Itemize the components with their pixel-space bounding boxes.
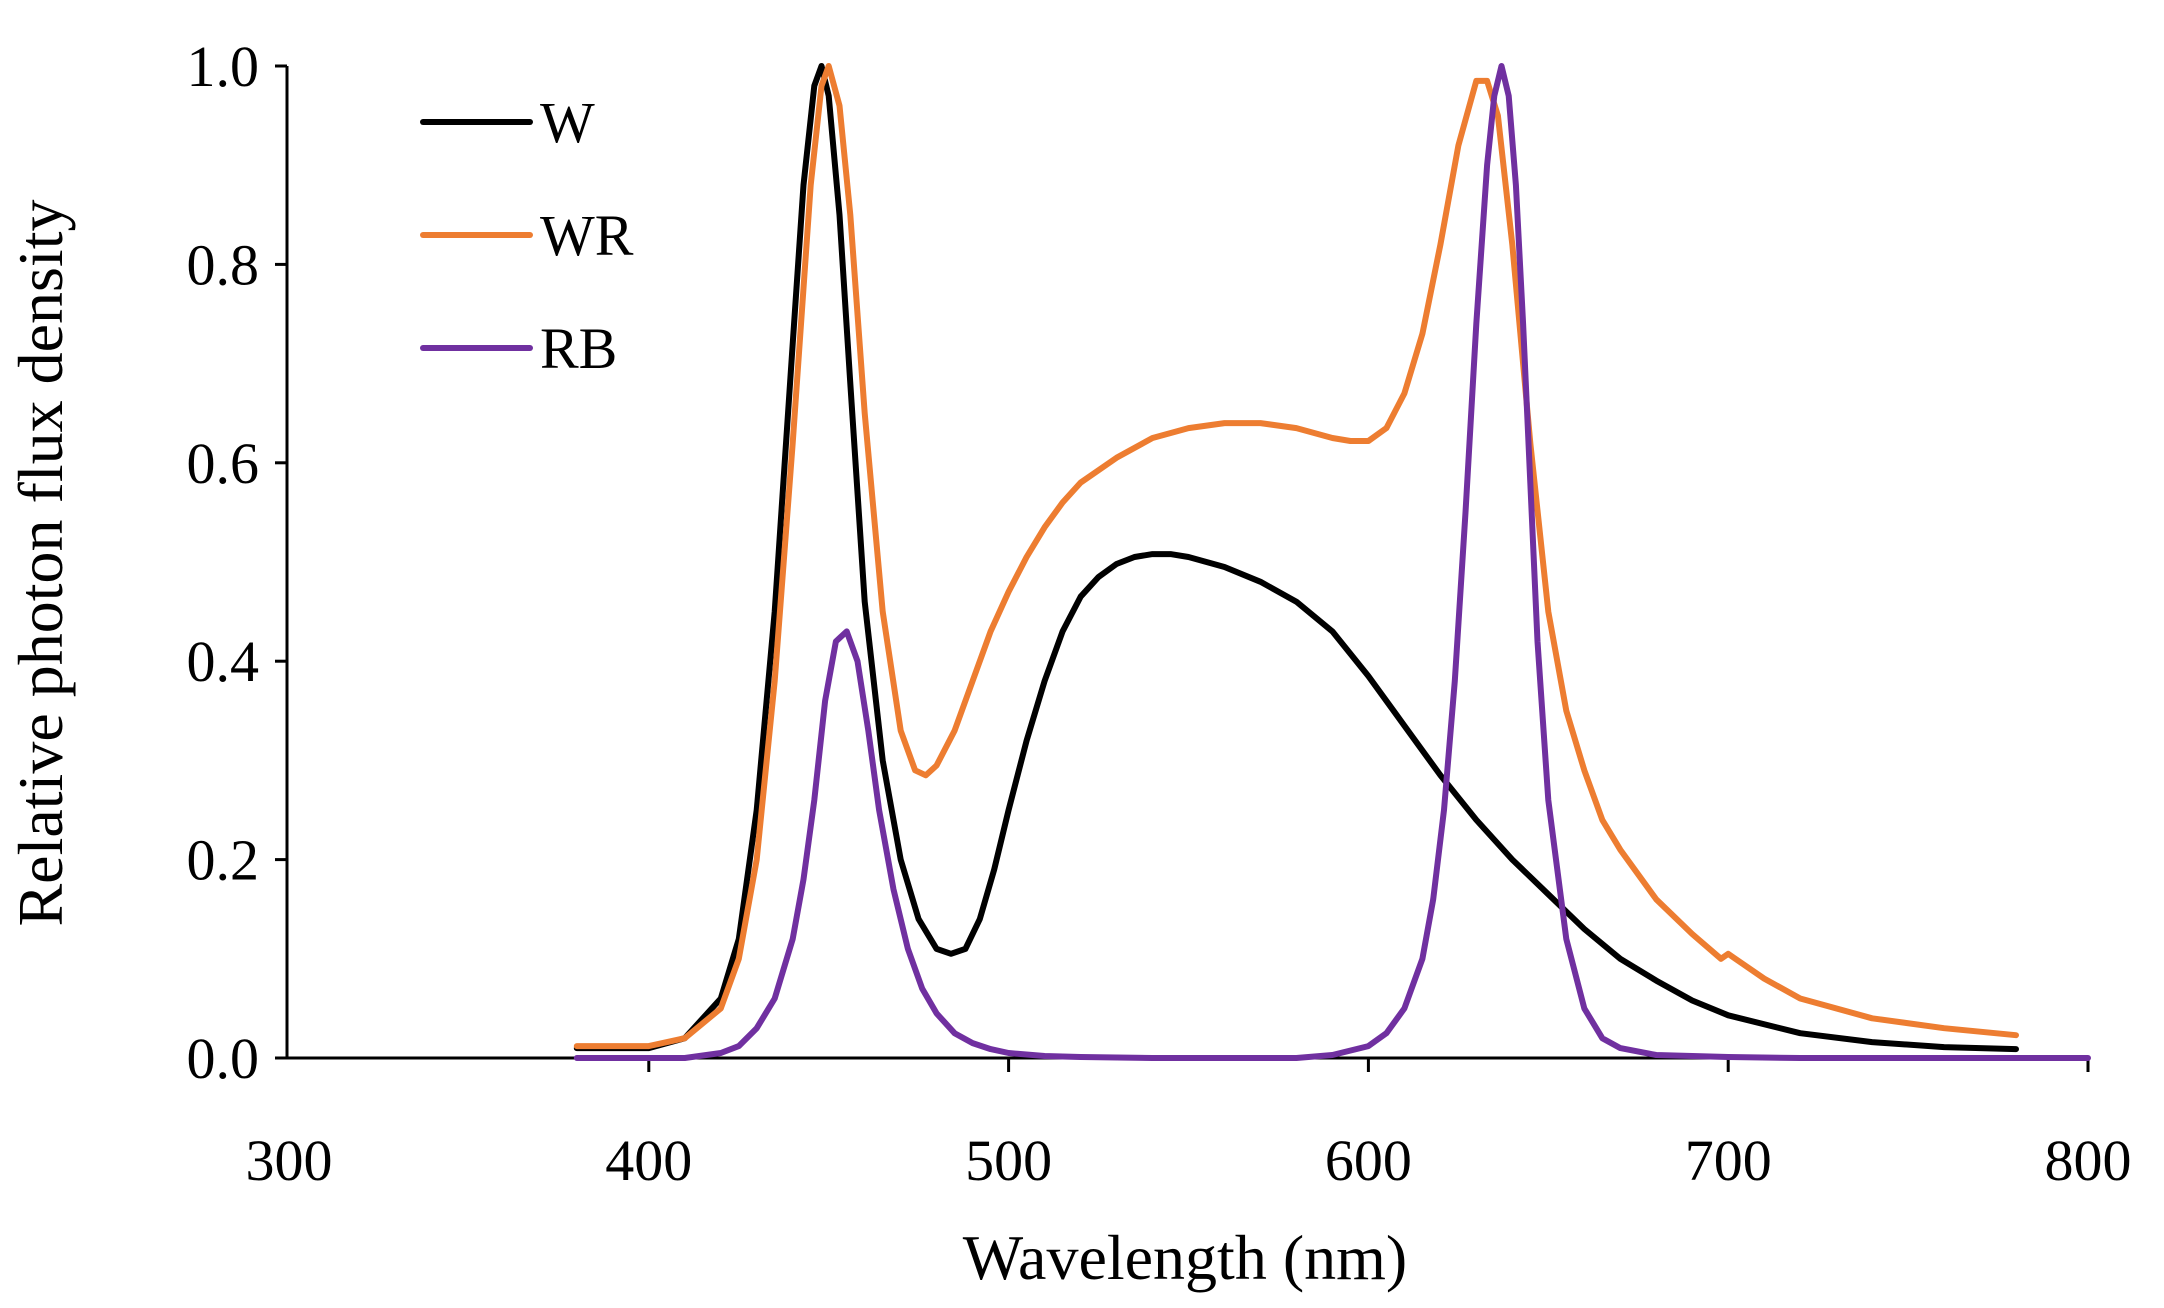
y-axis-title: Relative photon flux density	[5, 200, 76, 927]
x-tick-label: 400	[605, 1128, 692, 1193]
axes-layer: 0.0 0.2 0.4 0.6 0.8 1.0 300 400 500 600 700 800	[187, 34, 2132, 1193]
series-line-wr	[573, 63, 2019, 1050]
y-tick-label: 1.0	[187, 34, 260, 99]
series-layer	[573, 63, 2091, 1061]
y-tick-label: 0.8	[187, 232, 260, 297]
legend-label-wr: WR	[540, 203, 634, 268]
x-tick-label: 500	[965, 1128, 1052, 1193]
x-tick-label: 800	[2045, 1128, 2132, 1193]
x-tick-label: 300	[246, 1128, 333, 1193]
y-tick-label: 0.2	[187, 828, 260, 893]
series-line-rb	[573, 63, 2091, 1061]
legend-label-w: W	[540, 90, 595, 155]
series-line-w	[573, 63, 2019, 1053]
legend: W WR RB	[420, 90, 634, 381]
y-tick-label: 0.4	[187, 629, 260, 694]
y-tick-label: 0.6	[187, 431, 260, 496]
y-tick-label: 0.0	[187, 1026, 260, 1091]
x-axis-title: Wavelength (nm)	[963, 1222, 1407, 1293]
x-tick-label: 600	[1325, 1128, 1412, 1193]
legend-label-rb: RB	[540, 316, 617, 381]
x-tick-label: 700	[1685, 1128, 1772, 1193]
